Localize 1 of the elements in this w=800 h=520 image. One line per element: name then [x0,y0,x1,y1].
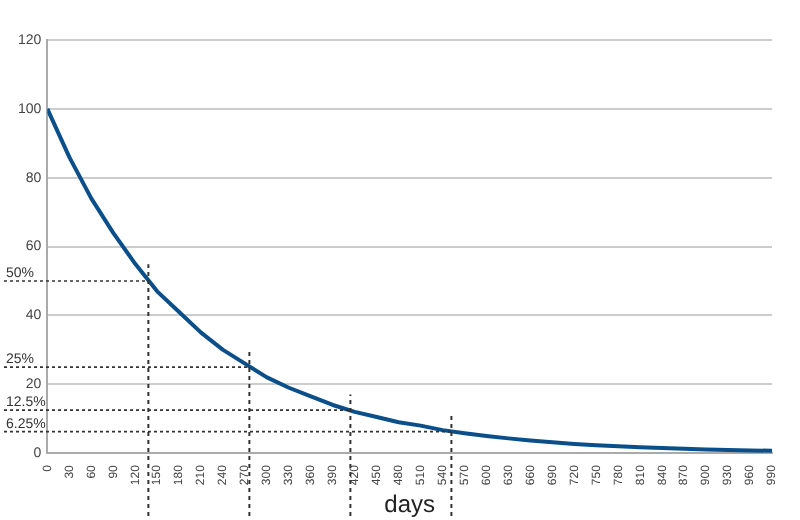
x-axis-title: days [384,490,436,519]
